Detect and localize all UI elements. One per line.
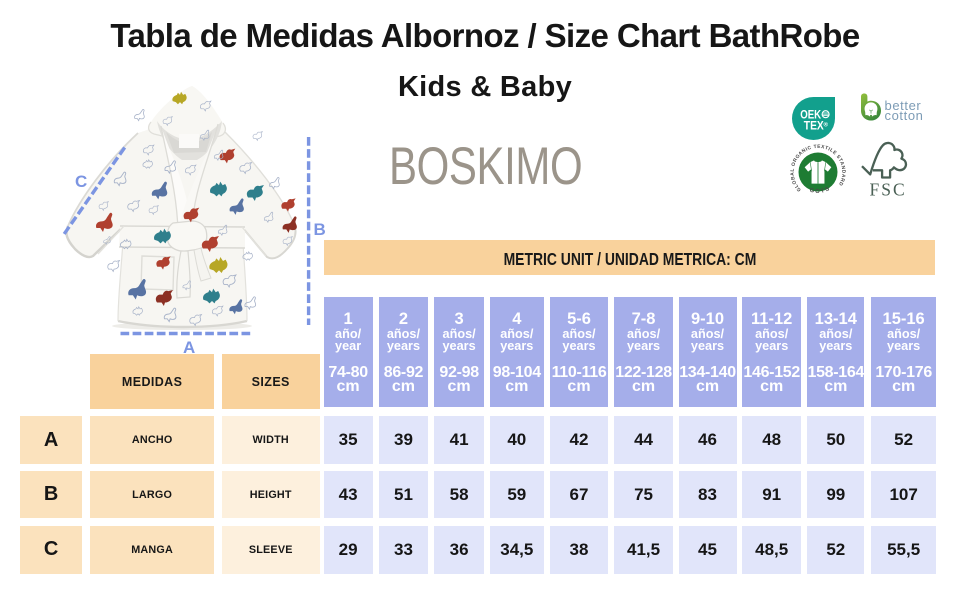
svg-text:OEK: OEK [800,107,821,121]
svg-text:®: ® [824,121,829,128]
svg-text:GOTS: GOTS [809,186,832,195]
svg-text:FSC: FSC [870,180,907,200]
svg-text:TEX: TEX [804,118,824,132]
svg-text:cotton: cotton [885,108,924,123]
svg-text:better: better [885,98,922,113]
